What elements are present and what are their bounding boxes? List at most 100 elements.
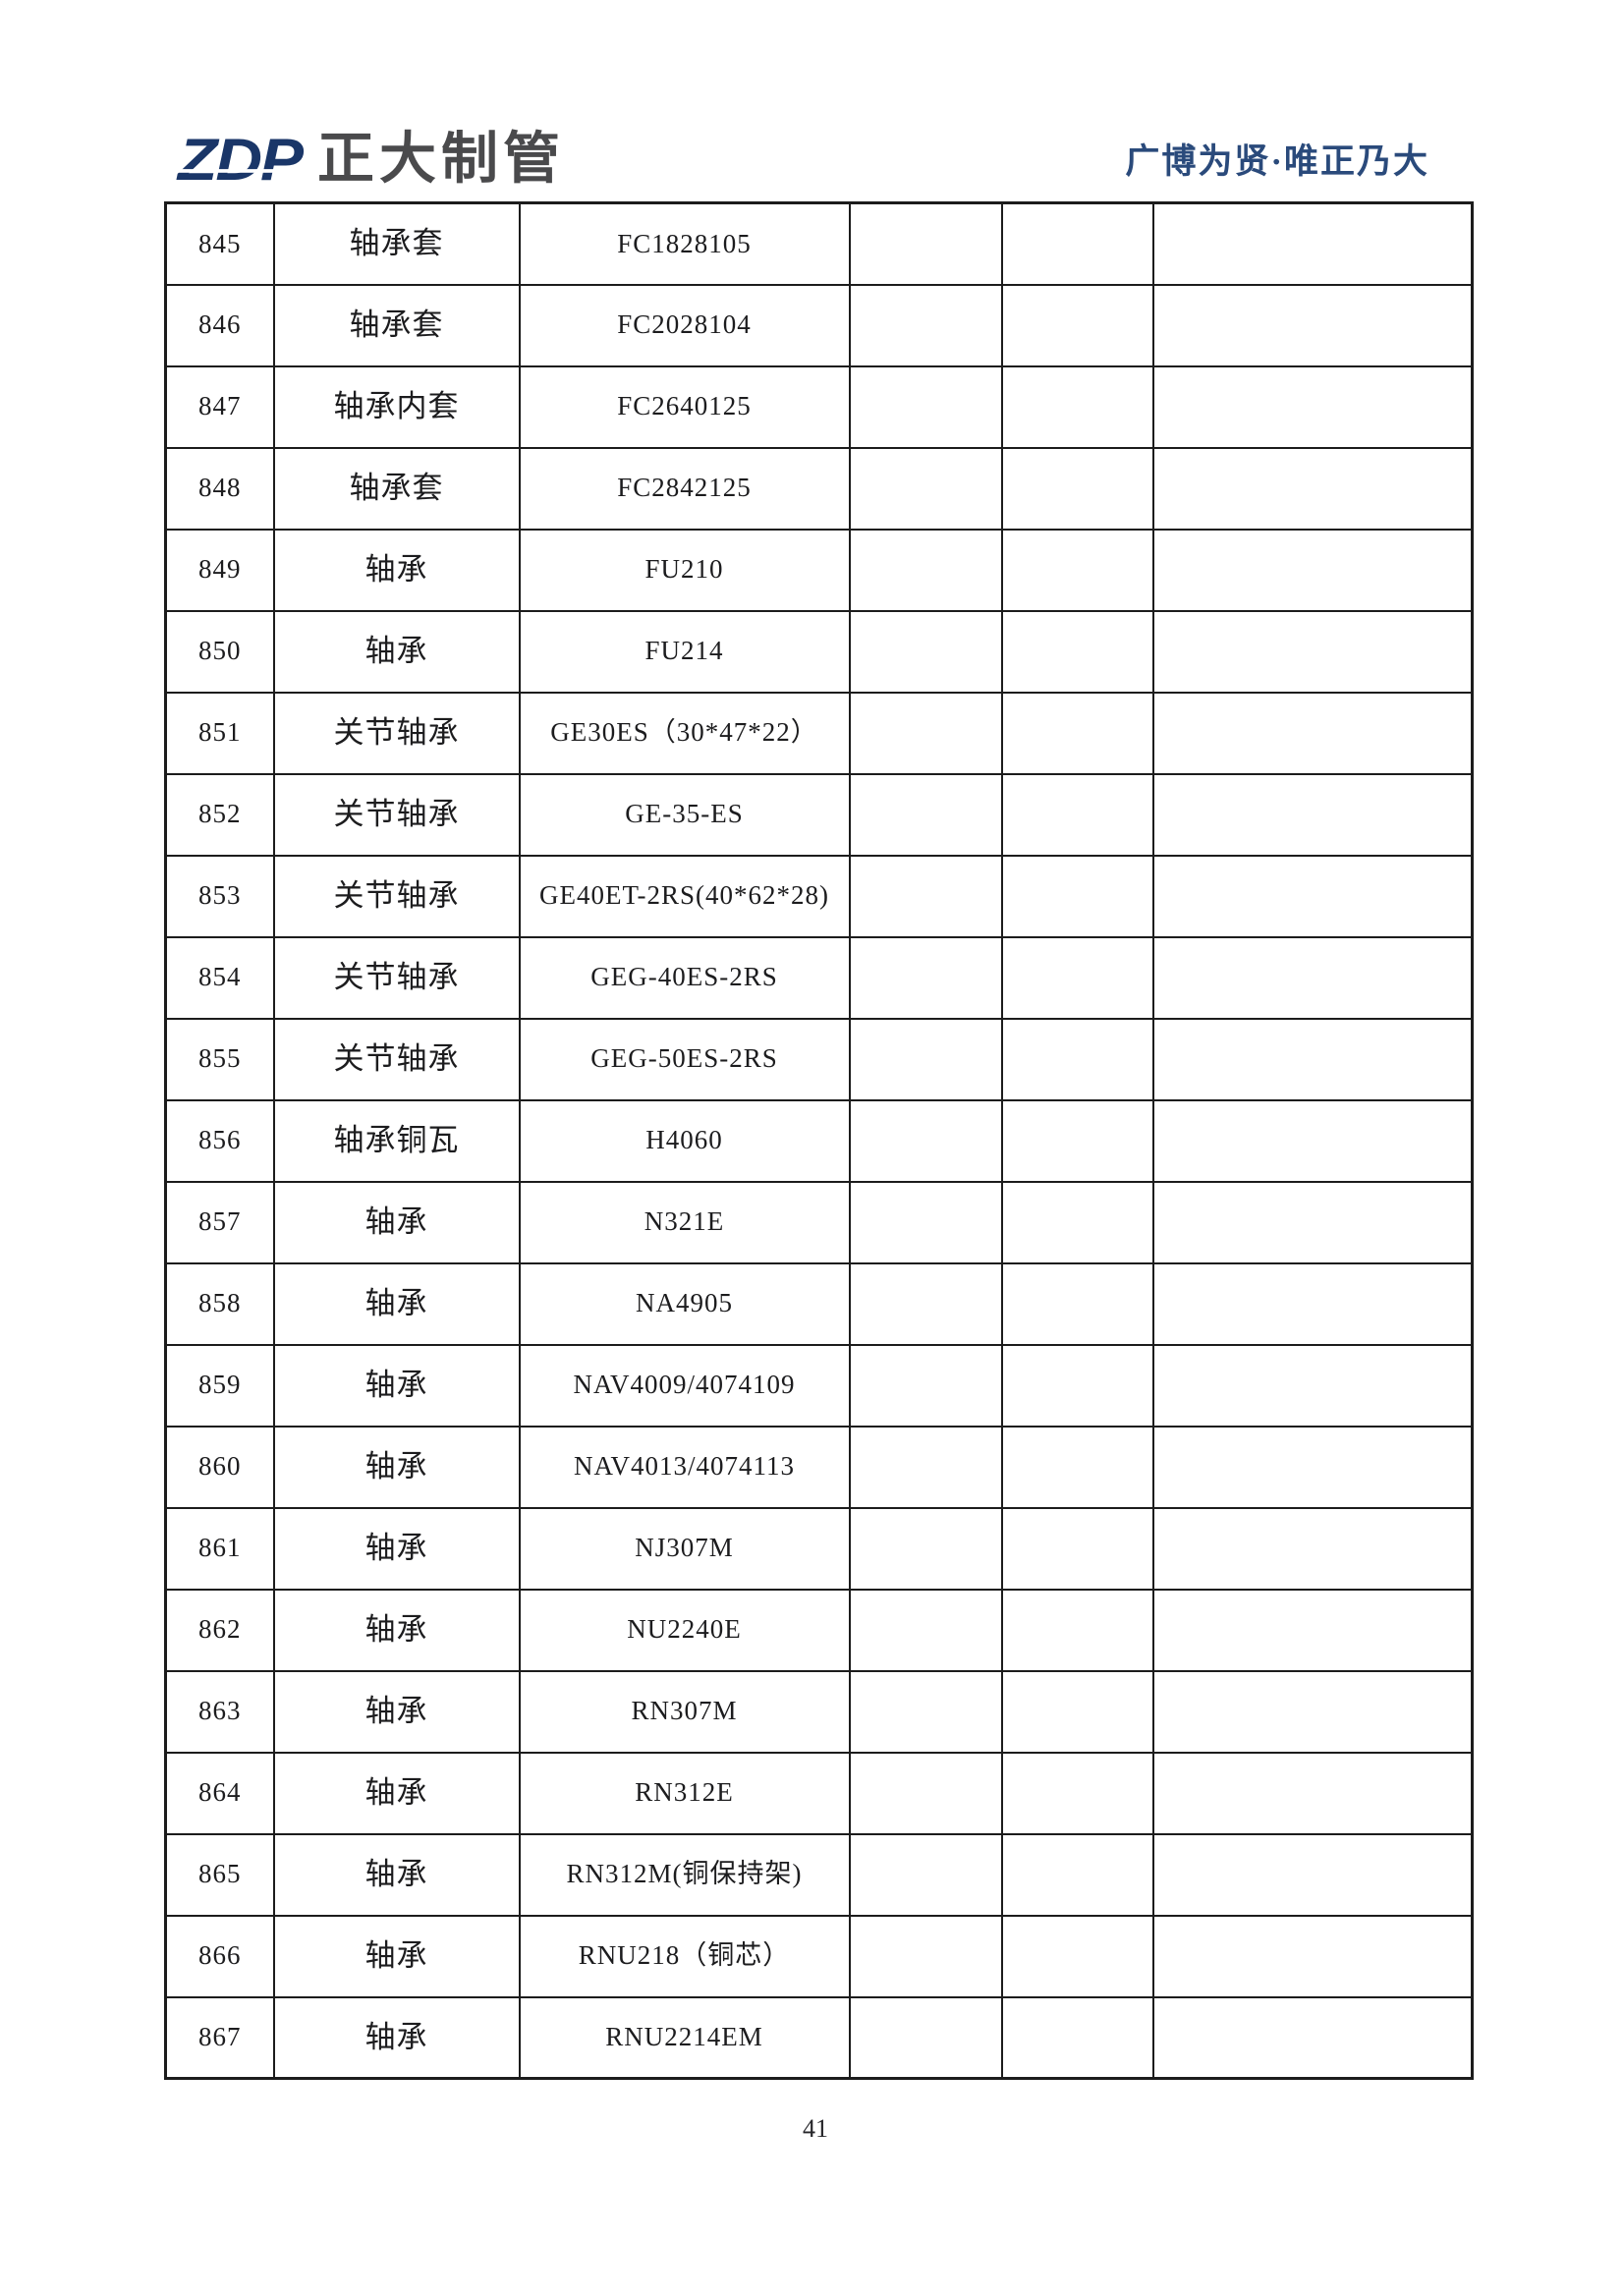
- table-row: 855 关节轴承 GEG-50ES-2RS: [164, 1017, 1474, 1101]
- table-row: 864 轴承 RN312E: [164, 1751, 1474, 1835]
- part-model-cell: RNU218（铜芯）: [518, 1914, 851, 1998]
- part-model-cell: NU2240E: [518, 1588, 851, 1672]
- logo-stripe-decoration: [175, 168, 305, 173]
- empty-cell-2: [1000, 1261, 1154, 1346]
- part-name-cell: 轴承内套: [272, 364, 521, 449]
- empty-cell-1: [848, 1588, 1003, 1672]
- part-model-cell: FC2640125: [518, 364, 851, 449]
- row-number-cell: 866: [164, 1914, 275, 1998]
- part-name-cell: 轴承: [272, 1343, 521, 1428]
- part-model-cell: NJ307M: [518, 1506, 851, 1591]
- row-number-cell: 865: [164, 1832, 275, 1917]
- empty-cell-2: [1000, 1506, 1154, 1591]
- part-name-cell: 关节轴承: [272, 935, 521, 1020]
- part-model-cell: RNU2214EM: [518, 1995, 851, 2080]
- row-number-cell: 862: [164, 1588, 275, 1672]
- part-name-cell: 轴承: [272, 1832, 521, 1917]
- empty-cell-1: [848, 1669, 1003, 1754]
- empty-cell-2: [1000, 1588, 1154, 1672]
- part-model-cell: FC1828105: [518, 201, 851, 286]
- part-model-cell: RN312M(铜保持架): [518, 1832, 851, 1917]
- empty-cell-3: [1151, 1017, 1474, 1101]
- part-name-cell: 轴承: [272, 1995, 521, 2080]
- part-model-cell: GE-35-ES: [518, 772, 851, 857]
- page-header: ZDP 正大制管 广博为贤·唯正乃大: [0, 0, 1623, 201]
- table-row: 853 关节轴承 GE40ET-2RS(40*62*28): [164, 854, 1474, 938]
- part-model-cell: H4060: [518, 1098, 851, 1183]
- table-row: 856 轴承铜瓦 H4060: [164, 1098, 1474, 1183]
- row-number-cell: 857: [164, 1180, 275, 1264]
- zdp-logo-icon: ZDP: [175, 130, 305, 189]
- empty-cell-1: [848, 1914, 1003, 1998]
- table-row: 860 轴承 NAV4013/4074113: [164, 1425, 1474, 1509]
- empty-cell-3: [1151, 1669, 1474, 1754]
- part-model-cell: GEG-50ES-2RS: [518, 1017, 851, 1101]
- table-row: 861 轴承 NJ307M: [164, 1506, 1474, 1591]
- empty-cell-3: [1151, 1588, 1474, 1672]
- part-name-cell: 轴承铜瓦: [272, 1098, 521, 1183]
- empty-cell-3: [1151, 201, 1474, 286]
- row-number-cell: 861: [164, 1506, 275, 1591]
- part-name-cell: 轴承: [272, 1506, 521, 1591]
- empty-cell-1: [848, 1343, 1003, 1428]
- table-row: 849 轴承 FU210: [164, 528, 1474, 612]
- row-number-cell: 850: [164, 609, 275, 694]
- empty-cell-2: [1000, 364, 1154, 449]
- empty-cell-3: [1151, 609, 1474, 694]
- company-logo: ZDP 正大制管: [175, 124, 566, 195]
- table-row: 851 关节轴承 GE30ES（30*47*22）: [164, 691, 1474, 775]
- part-model-cell: NAV4009/4074109: [518, 1343, 851, 1428]
- empty-cell-3: [1151, 446, 1474, 531]
- part-model-cell: N321E: [518, 1180, 851, 1264]
- empty-cell-3: [1151, 364, 1474, 449]
- empty-cell-1: [848, 201, 1003, 286]
- part-model-cell: RN307M: [518, 1669, 851, 1754]
- empty-cell-3: [1151, 772, 1474, 857]
- table-row: 847 轴承内套 FC2640125: [164, 364, 1474, 449]
- part-name-cell: 关节轴承: [272, 691, 521, 775]
- empty-cell-1: [848, 935, 1003, 1020]
- empty-cell-3: [1151, 1098, 1474, 1183]
- row-number-cell: 855: [164, 1017, 275, 1101]
- part-name-cell: 轴承套: [272, 446, 521, 531]
- row-number-cell: 848: [164, 446, 275, 531]
- empty-cell-2: [1000, 201, 1154, 286]
- empty-cell-3: [1151, 1995, 1474, 2080]
- empty-cell-1: [848, 1995, 1003, 2080]
- row-number-cell: 856: [164, 1098, 275, 1183]
- empty-cell-2: [1000, 854, 1154, 938]
- empty-cell-3: [1151, 528, 1474, 612]
- table-row: 866 轴承 RNU218（铜芯）: [164, 1914, 1474, 1998]
- parts-table: 845 轴承套 FC1828105 846 轴承套 FC2028104 847 …: [164, 201, 1474, 2080]
- page-number: 41: [803, 2114, 828, 2143]
- part-model-cell: NAV4013/4074113: [518, 1425, 851, 1509]
- part-name-cell: 轴承: [272, 609, 521, 694]
- row-number-cell: 867: [164, 1995, 275, 2080]
- empty-cell-1: [848, 446, 1003, 531]
- row-number-cell: 846: [164, 283, 275, 367]
- empty-cell-2: [1000, 1343, 1154, 1428]
- empty-cell-2: [1000, 528, 1154, 612]
- empty-cell-1: [848, 528, 1003, 612]
- company-name: 正大制管: [317, 127, 566, 191]
- part-name-cell: 轴承: [272, 1261, 521, 1346]
- part-model-cell: FC2028104: [518, 283, 851, 367]
- part-name-cell: 关节轴承: [272, 772, 521, 857]
- row-number-cell: 849: [164, 528, 275, 612]
- table-row: 867 轴承 RNU2214EM: [164, 1995, 1474, 2080]
- empty-cell-1: [848, 1261, 1003, 1346]
- row-number-cell: 851: [164, 691, 275, 775]
- empty-cell-1: [848, 1751, 1003, 1835]
- row-number-cell: 852: [164, 772, 275, 857]
- part-name-cell: 轴承: [272, 1425, 521, 1509]
- empty-cell-3: [1151, 854, 1474, 938]
- part-model-cell: GE30ES（30*47*22）: [518, 691, 851, 775]
- empty-cell-3: [1151, 1261, 1474, 1346]
- table-row: 845 轴承套 FC1828105: [164, 201, 1474, 286]
- empty-cell-3: [1151, 283, 1474, 367]
- empty-cell-2: [1000, 935, 1154, 1020]
- empty-cell-3: [1151, 1832, 1474, 1917]
- empty-cell-3: [1151, 1506, 1474, 1591]
- empty-cell-2: [1000, 1669, 1154, 1754]
